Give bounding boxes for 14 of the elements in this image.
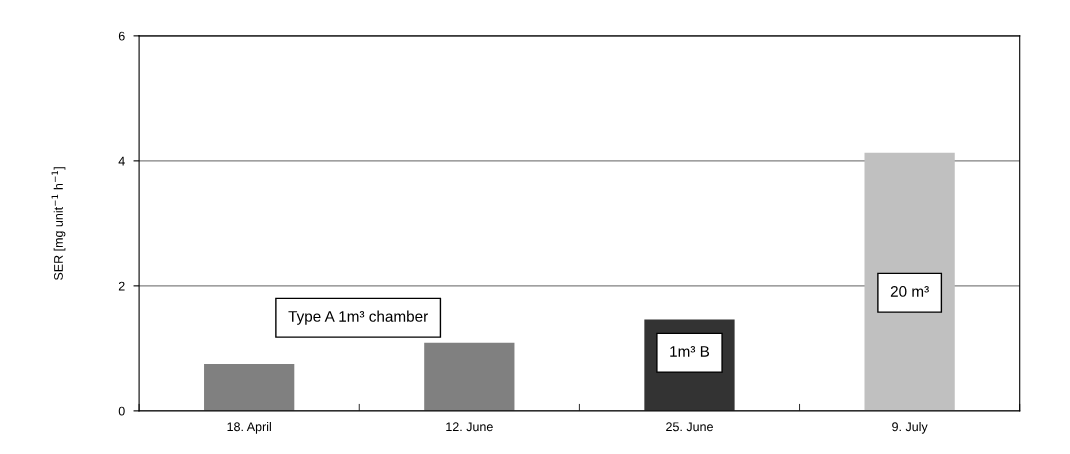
y-tick-label: 4	[118, 156, 125, 166]
y-tick-label: 2	[118, 281, 125, 291]
annotation: 1m³ B	[670, 346, 710, 357]
bar	[424, 342, 515, 411]
y-axis-title: SER [mg unit$^{−1}$ h$^{−1}$]	[51, 167, 66, 280]
bar	[204, 363, 295, 411]
x-tick-label: 18. April	[227, 421, 271, 434]
y-tick-label: 0	[118, 406, 125, 416]
x-tick-label: 12. June	[446, 422, 493, 432]
annotation: Type A 1m³ chamber	[288, 310, 428, 325]
x-tick-label: 25. June	[666, 422, 713, 432]
y-tick-label: 6	[118, 31, 125, 41]
annotation: 20 m³	[890, 286, 929, 297]
x-tick-label: 9. July	[892, 421, 928, 434]
